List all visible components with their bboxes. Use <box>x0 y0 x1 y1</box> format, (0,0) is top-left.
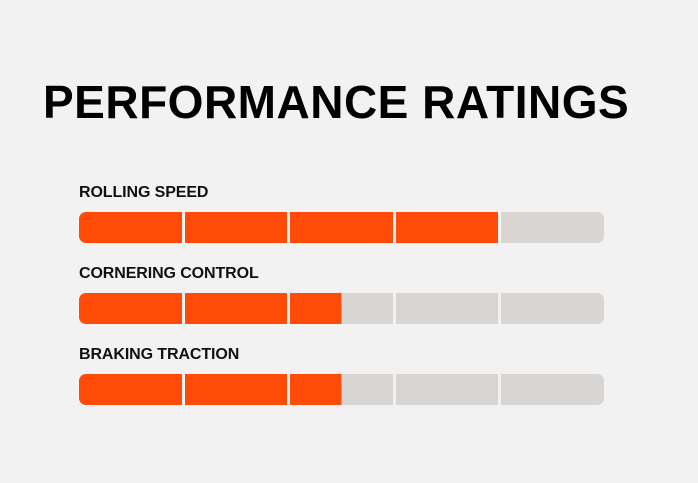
page-title: PERFORMANCE RATINGS <box>43 76 630 128</box>
rating-segment <box>287 293 393 324</box>
rating-bar <box>79 212 604 243</box>
rating-segment <box>498 374 604 405</box>
rating-segment <box>498 212 604 243</box>
rating-segment <box>498 293 604 324</box>
rating-segment <box>79 293 182 324</box>
rating-segment <box>181 212 288 243</box>
rating-label: BRAKING TRACTION <box>79 346 240 363</box>
rating-segment <box>181 374 288 405</box>
rating-bar <box>79 374 604 405</box>
rating-segment <box>392 212 499 243</box>
rating-segment <box>287 374 393 405</box>
rating-label: ROLLING SPEED <box>79 184 209 201</box>
rating-segment <box>181 293 288 324</box>
rating-bar <box>79 293 604 324</box>
rating-segment <box>287 212 393 243</box>
rating-segment <box>79 374 182 405</box>
rating-label: CORNERING CONTROL <box>79 265 259 282</box>
rating-segment <box>79 212 182 243</box>
rating-segment <box>392 293 499 324</box>
rating-segment <box>392 374 499 405</box>
